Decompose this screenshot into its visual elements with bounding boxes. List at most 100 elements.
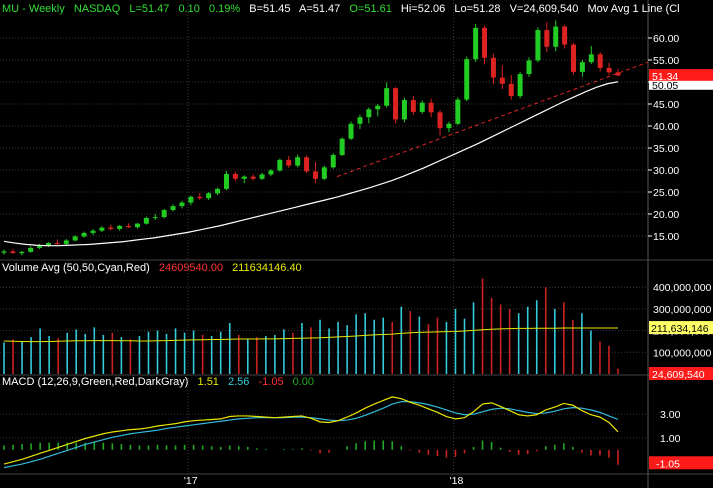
candle-body — [419, 102, 425, 112]
price-tick-label: 25.00 — [653, 187, 679, 199]
price-tick-label: 40.00 — [653, 121, 679, 133]
candle-body — [304, 157, 310, 172]
macd-zero-value: 0.00 — [292, 376, 315, 388]
macd-hist-tag — [649, 456, 713, 470]
last-price-tag — [649, 69, 713, 83]
candle-body — [161, 210, 167, 218]
candle-body — [268, 170, 274, 175]
candle-body — [606, 67, 612, 73]
candle-body — [571, 44, 577, 72]
candle-body — [28, 247, 34, 252]
candle-body — [330, 155, 336, 168]
price-tick-label: 45.00 — [653, 99, 679, 111]
candle-body — [259, 174, 265, 179]
study-label: Mov Avg 1 Line (Cl — [587, 3, 680, 15]
price-tick-label: 15.00 — [653, 231, 679, 243]
candle-body — [446, 123, 452, 129]
candle-body — [286, 159, 292, 166]
candle-body — [410, 100, 416, 112]
candle-body — [45, 243, 51, 246]
macd-signal-line — [3, 401, 619, 469]
volume-avg-value: 211634146.40 — [232, 262, 302, 274]
candle-body — [393, 88, 399, 120]
candle-body — [215, 188, 221, 194]
ma-tag — [649, 80, 713, 90]
macd-hist-value: -1.05 — [258, 376, 284, 388]
candle-body — [562, 26, 568, 45]
open-price: O=51.61 — [349, 3, 392, 15]
candle-body — [375, 105, 381, 110]
candle-body — [295, 157, 301, 166]
volume-tick-label: 100,000,000 — [653, 347, 712, 359]
volume-tick-label: 400,000,000 — [653, 282, 712, 294]
candle-body — [90, 230, 96, 233]
symbol-label: MU - Weekly — [2, 3, 65, 15]
macd-tick-label: 1.00 — [660, 433, 681, 445]
candle-body — [579, 62, 585, 72]
macd-value: 1.51 — [197, 376, 219, 388]
volume-panel — [3, 278, 619, 374]
bid-price: B=51.45 — [249, 3, 291, 15]
candle-body — [428, 102, 434, 113]
candle-body — [490, 57, 496, 78]
candle-body — [1, 251, 7, 253]
candle-body — [250, 176, 256, 179]
macd-study-label: MACD (12,26,9,Green,Red,DarkGray) — [2, 376, 189, 388]
candle-body — [277, 159, 283, 171]
axes: '17 '18 15.00 20.00 25.00 30.00 35.00 40.00 45.0… — [184, 33, 713, 487]
candle-body — [223, 173, 229, 189]
volume-current-value: 24609540.00 — [158, 262, 224, 274]
candle-body — [108, 227, 114, 229]
candle-body — [508, 83, 514, 97]
candle-body — [99, 227, 105, 231]
last-price: L=51.47 — [129, 3, 170, 15]
candle-body — [357, 117, 363, 124]
price-tick-label: 55.00 — [653, 55, 679, 67]
candle-body — [588, 54, 594, 63]
volume-tick-label: 300,000,000 — [653, 304, 712, 316]
candle-body — [517, 74, 523, 97]
candle-body — [401, 100, 407, 120]
candle-body — [384, 88, 390, 106]
candle-body — [179, 202, 185, 207]
high-price: Hi=52.06 — [400, 3, 446, 15]
candle-body — [72, 236, 78, 241]
volume-average-line — [3, 327, 618, 343]
candle-body — [37, 245, 43, 248]
volume-avg-tag-label: 211,634,146 — [651, 323, 709, 335]
candle-body — [19, 251, 25, 254]
last-price-tag-label: 51.34 — [652, 71, 678, 83]
price-panel — [1, 20, 649, 256]
candle-body — [535, 30, 541, 61]
macd-hist-tag-label: -1.05 — [656, 458, 680, 470]
volume-study-label: Volume Avg (50,50,Cyan,Red) — [2, 262, 150, 274]
candle-body — [312, 171, 318, 179]
ask-price: A=51.47 — [298, 3, 341, 15]
candle-body — [366, 109, 372, 118]
candle-body — [81, 232, 87, 237]
ma-tag-label: 50.05 — [652, 80, 678, 92]
candle-body — [188, 196, 194, 203]
candle-body — [10, 251, 16, 254]
candle-body — [339, 138, 345, 156]
candle-body — [232, 173, 238, 179]
candle-body — [134, 223, 140, 228]
volume-avg-tag — [649, 321, 713, 335]
exchange-label: NASDAQ — [73, 3, 121, 15]
macd-panel — [3, 396, 619, 469]
candle-body — [348, 123, 354, 139]
macd-header: MACD (12,26,9,Green,Red,DarkGray) 1.51 2… — [2, 376, 320, 389]
candle-body — [54, 243, 60, 245]
x-tick-label: '17 — [184, 475, 198, 487]
price-tick-label: 30.00 — [653, 165, 679, 177]
candle-body — [117, 225, 123, 229]
candle-body — [553, 26, 559, 47]
candle-body — [615, 72, 621, 76]
trend-line — [336, 61, 649, 178]
change-value: 0.10 — [178, 3, 200, 15]
macd-signal-value: 2.56 — [228, 376, 250, 388]
candle-body — [152, 217, 158, 219]
moving-average-line — [3, 81, 619, 247]
price-tick-label: 60.00 — [653, 33, 679, 45]
